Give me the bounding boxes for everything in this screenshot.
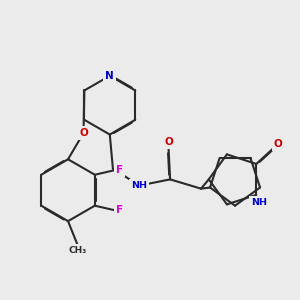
Text: CH₃: CH₃ xyxy=(68,246,86,255)
Text: F: F xyxy=(116,205,123,215)
Text: NH: NH xyxy=(131,181,147,190)
Text: N: N xyxy=(105,71,114,81)
Text: O: O xyxy=(79,128,88,138)
Text: NH: NH xyxy=(251,198,267,207)
Text: O: O xyxy=(274,139,282,149)
Text: O: O xyxy=(164,137,173,147)
Text: F: F xyxy=(116,165,123,175)
